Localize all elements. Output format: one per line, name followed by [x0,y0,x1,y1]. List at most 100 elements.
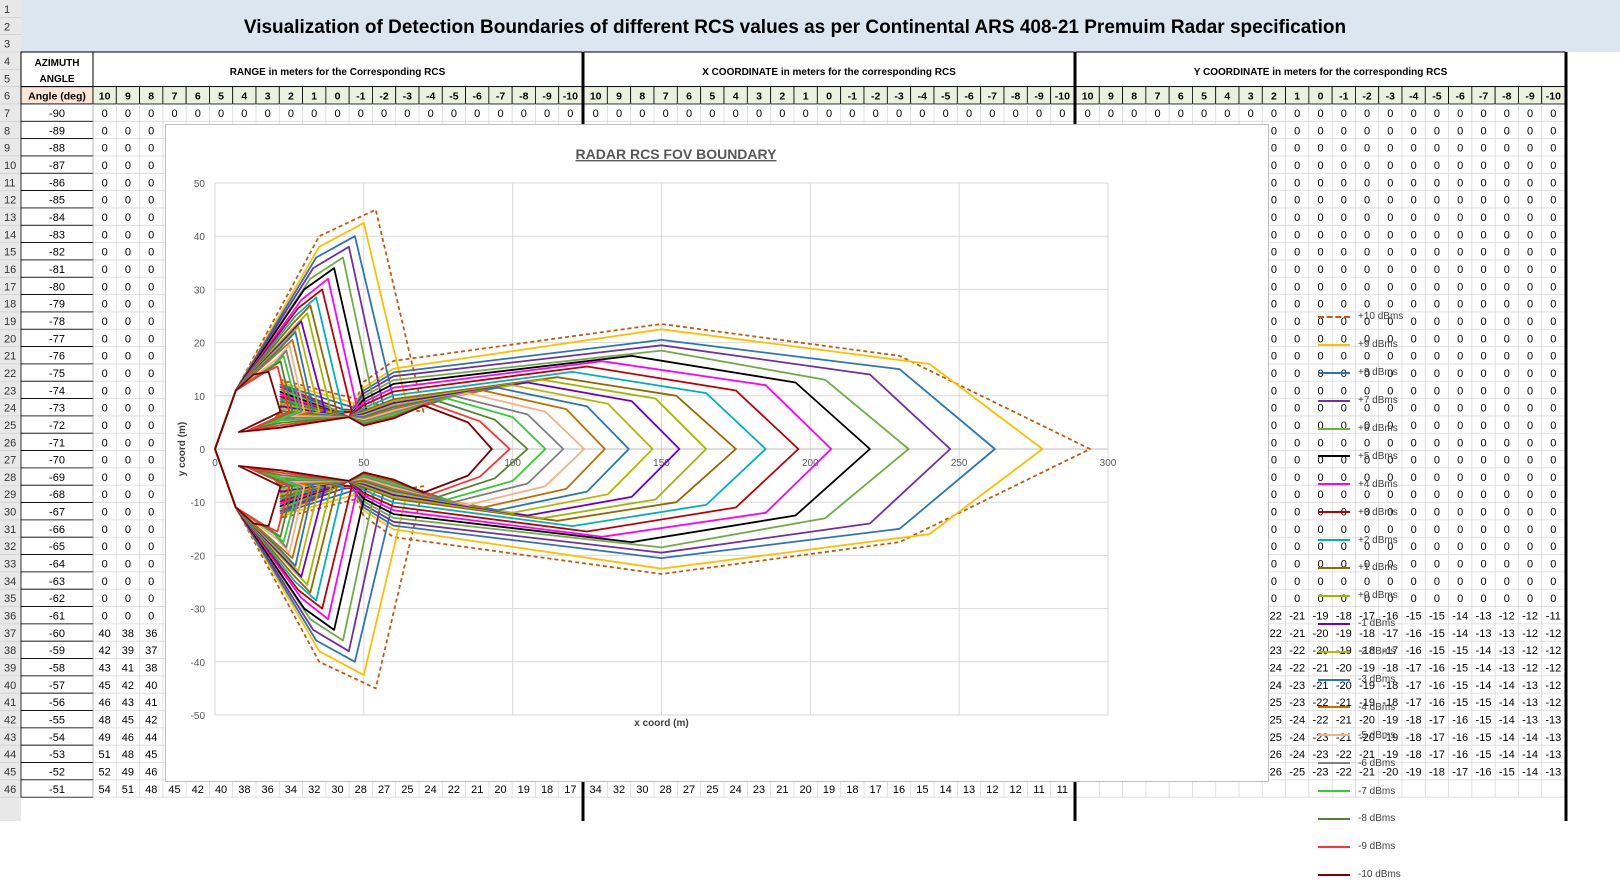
cell-value: 0 [1271,576,1277,588]
cell-value: 0 [1341,160,1347,172]
chart-legend: +10 dBms +9 dBms +8 dBms +7 dBms +6 dBms +5 d… [1318,303,1458,889]
cell-value: 0 [1341,177,1347,189]
cell-value: 0 [1480,385,1486,397]
legend-label: +10 dBms [1358,311,1404,323]
angle-value: -89 [49,125,65,137]
cell-value: 0 [1387,524,1393,536]
rcs-header: 7 [172,91,178,103]
angle-value: -65 [49,541,65,553]
cell-value: 0 [1550,472,1556,484]
chart-area[interactable]: RADAR RCS FOV BOUNDARY 50 40 30 20 10 0 -10 -20-… [165,124,1403,880]
row-number: 46 [4,784,16,796]
cell-value: -18 [1406,749,1422,761]
cell-value: 0 [1364,576,1370,588]
cell-value: 0 [404,108,410,120]
cell-value: 0 [1480,229,1486,241]
cell-value: 0 [1387,541,1393,553]
cell-value: 0 [1480,472,1486,484]
cell-value: 0 [1294,160,1300,172]
cell-value: 0 [1527,576,1533,588]
cell-value: 0 [1504,489,1510,501]
cell-value: 0 [1504,212,1510,224]
cell-value: 0 [125,437,131,449]
cell-value: 0 [1527,541,1533,553]
cell-value: 30 [331,784,343,796]
cell-value: 0 [1504,368,1510,380]
cell-value: 0 [1434,212,1440,224]
cell-value: -21 [1313,680,1329,692]
cell-value: 0 [1480,576,1486,588]
cell-value: -13 [1499,663,1515,675]
cell-value: 0 [1411,385,1417,397]
series-line [214,365,511,533]
cell-value: 0 [102,455,108,467]
cell-value: 0 [125,333,131,345]
cell-value: 0 [1457,160,1463,172]
cell-value: 0 [148,143,154,155]
cell-value: 0 [1317,299,1323,311]
cell-value: 0 [1341,403,1347,415]
cell-value: -17 [1382,628,1398,640]
y-tick-label: -10 [191,498,206,509]
cell-value: 0 [1248,108,1254,120]
row-number: 3 [4,39,10,51]
cell-value: 0 [1387,472,1393,484]
series-line [214,331,630,567]
cell-value: 0 [1550,247,1556,259]
cell-value: 0 [125,316,131,328]
cell-value: 0 [1411,524,1417,536]
legend-item: -9 dBms [1318,833,1458,861]
row-number: 26 [4,437,16,449]
cell-value: -22 [1336,749,1352,761]
cell-value: 0 [1480,420,1486,432]
row-number: 45 [4,767,16,779]
cell-value: 0 [919,108,925,120]
cell-value: 0 [1457,108,1463,120]
legend-swatch [1318,734,1350,737]
cell-value: 0 [1504,143,1510,155]
cell-value: 0 [1271,351,1277,363]
rcs-header: 7 [1155,91,1161,103]
cell-value: 0 [125,351,131,363]
cell-value: 0 [358,108,364,120]
cell-value: 0 [265,108,271,120]
cell-value: 0 [1411,247,1417,259]
cell-value: 24 [425,784,437,796]
cell-value: 0 [1341,559,1347,571]
cell-value: 28 [660,784,672,796]
cell-value: 0 [1317,472,1323,484]
cell-value: 0 [1341,333,1347,345]
cell-value: 0 [1480,125,1486,137]
cell-value: 0 [148,385,154,397]
legend-item: -6 dBms [1318,749,1458,777]
cell-value: 0 [1364,385,1370,397]
cell-value: 0 [148,437,154,449]
legend-swatch [1318,315,1350,318]
legend-swatch [1318,343,1350,346]
cell-value: 0 [1271,420,1277,432]
cell-value: 0 [1317,125,1323,137]
cell-value: 0 [1527,333,1533,345]
cell-value: 0 [1364,108,1370,120]
cell-value: 0 [1527,247,1533,259]
legend-swatch [1318,566,1350,569]
cell-value: 0 [1411,143,1417,155]
cell-value: -25 [1266,715,1282,727]
legend-item: +2 dBms [1318,526,1458,554]
cell-value: 0 [1434,316,1440,328]
cell-value: 0 [1294,125,1300,137]
cell-value: 0 [125,229,131,241]
rcs-header: 10 [99,91,111,103]
cell-value: 0 [102,576,108,588]
cell-value: 0 [544,108,550,120]
cell-value: 0 [1364,351,1370,363]
legend-swatch [1318,845,1350,848]
row-number: 25 [4,420,16,432]
angle-value: -82 [49,247,65,259]
cell-value: -15 [1429,611,1445,623]
cell-value: 0 [1294,507,1300,519]
rcs-header: 8 [639,91,645,103]
cell-value: 0 [1341,472,1347,484]
y-tick-label: -30 [191,605,206,616]
y-tick-label: -20 [191,551,206,562]
